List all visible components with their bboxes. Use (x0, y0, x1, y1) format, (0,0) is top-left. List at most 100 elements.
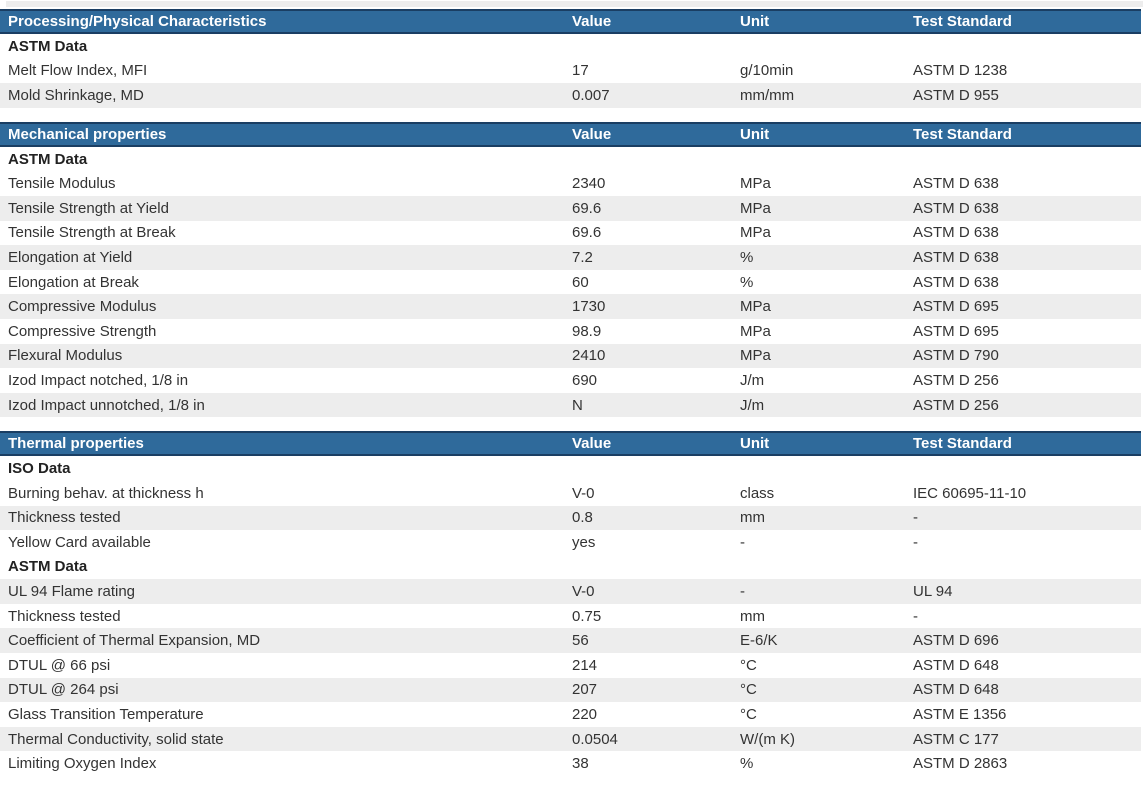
value-cell: 0.007 (564, 83, 732, 108)
table-row: DTUL @ 66 psi 214 °C ASTM D 648 (0, 653, 1141, 678)
column-header-value: Value (564, 9, 732, 34)
unit-cell: J/m (740, 371, 765, 389)
test-standard-cell: ASTM D 790 (905, 343, 1141, 369)
value-cell: 0.0504 (564, 726, 732, 752)
property-cell: Mold Shrinkage, MD (0, 83, 564, 108)
test-standard-cell: ASTM D 638 (905, 195, 1141, 221)
property-cell: Izod Impact notched, 1/8 in (8, 371, 189, 389)
column-header-unit: Unit (732, 121, 905, 147)
unit-cell: °C (732, 677, 905, 703)
unit-cell: MPa (740, 322, 771, 340)
property-cell: Elongation at Yield (0, 245, 564, 270)
table-row: Elongation at Yield 7.2% ASTM D 638 (0, 245, 1141, 270)
unit-cell: - (732, 579, 905, 604)
test-standard-cell: ASTM D 695 (913, 322, 999, 340)
column-header-value: Value (564, 431, 732, 457)
table-row: Tensile Strength at Yield 69.6 MPa ASTM D 6… (0, 195, 1141, 221)
unit-cell: % (740, 273, 754, 291)
property-cell: Tensile Strength at Yield (0, 195, 564, 221)
test-standard-cell: ASTM D 638 (913, 224, 999, 242)
value-cell: 98.9 (572, 322, 602, 340)
value-cell: 220 (572, 706, 598, 724)
table-row: Izod Impact unnotched, 1/8 in N J/m ASTM D … (0, 392, 1141, 418)
unit-cell: class (740, 484, 775, 502)
unit-cell: mm/mm (732, 83, 905, 108)
section-title: Mechanical properties (0, 121, 564, 147)
value-cell: 17 (572, 62, 589, 80)
value-cell: N (564, 392, 732, 418)
top-partial-row-strip (6, 1, 1143, 7)
test-standard-cell: ASTM D 638 (905, 245, 1141, 270)
value-cell: 56 (564, 628, 732, 654)
table-row: DTUL @ 264 psi 207 °C ASTM D 648 (0, 677, 1141, 703)
table-row: Yellow Card available yes - - (0, 530, 1141, 555)
subheader-label: ISO Data (8, 460, 71, 478)
column-header-value: Value (564, 121, 732, 147)
table-row: Limiting Oxygen Index 38% ASTM D 2863 (0, 751, 1141, 776)
column-header-test-standard: Test Standard (905, 121, 1141, 147)
property-cell: Melt Flow Index, MFI (8, 62, 148, 80)
unit-cell: MPa (740, 175, 771, 193)
unit-cell: g/10min (740, 62, 794, 80)
table-row: Elongation at Break 60% ASTM D 638 (0, 270, 1141, 295)
property-cell: Burning behav. at thickness h (8, 484, 204, 502)
value-cell: yes (572, 533, 596, 551)
unit-cell: E-6/K (732, 628, 905, 654)
test-standard-cell: - (905, 505, 1141, 531)
value-cell: 690 (572, 371, 598, 389)
test-standard-cell: ASTM E 1356 (913, 706, 1007, 724)
unit-cell: mm (732, 505, 905, 531)
test-standard-cell: ASTM D 256 (905, 392, 1141, 418)
property-cell: Coefficient of Thermal Expansion, MD (0, 628, 564, 654)
subheader-row: ASTM Data (0, 146, 1141, 172)
section-title: Thermal properties (0, 431, 564, 457)
section-table: Processing/Physical Characteristics Value… (0, 9, 1141, 108)
value-cell: 60 (572, 273, 589, 291)
value-cell: V-0 (572, 484, 595, 502)
column-header-unit: Unit (732, 431, 905, 457)
table-row: Flexural Modulus 2410 MPa ASTM D 790 (0, 343, 1141, 369)
value-cell: 38 (572, 755, 589, 773)
test-standard-cell: ASTM D 695 (905, 294, 1141, 319)
property-tables-container: Processing/Physical Characteristics Value… (0, 9, 1146, 776)
test-standard-cell: IEC 60695-11-10 (913, 484, 1027, 502)
value-cell: 7.2 (564, 245, 732, 270)
property-cell: Tensile Modulus (8, 175, 116, 193)
unit-cell: °C (740, 656, 757, 674)
test-standard-cell: ASTM D 648 (905, 677, 1141, 703)
table-row: Burning behav. at thickness h V-0 class IEC… (0, 481, 1141, 506)
property-cell: Compressive Modulus (0, 294, 564, 319)
property-cell: Glass Transition Temperature (8, 706, 204, 724)
unit-cell: °C (740, 706, 757, 724)
section-table: Mechanical properties Value Unit Test Stand… (0, 121, 1141, 418)
test-standard-cell: ASTM D 256 (913, 371, 999, 389)
material-datasheet-page: Processing/Physical Characteristics Value… (0, 1, 1146, 776)
property-cell: Yellow Card available (8, 533, 151, 551)
test-standard-cell: ASTM D 638 (913, 175, 999, 193)
property-cell: UL 94 Flame rating (0, 579, 564, 604)
value-cell: 69.6 (564, 195, 732, 221)
property-cell: Thickness tested (0, 505, 564, 531)
table-row: Coefficient of Thermal Expansion, MD 56 E-… (0, 628, 1141, 654)
unit-cell: J/m (732, 392, 905, 418)
unit-cell: MPa (732, 294, 905, 319)
test-standard-cell: ASTM D 648 (913, 656, 999, 674)
subheader-label: ASTM Data (8, 150, 88, 168)
property-cell: Thickness tested (8, 607, 121, 625)
value-cell: 207 (564, 677, 732, 703)
table-row: Mold Shrinkage, MD 0.007 mm/mm ASTM D 955 (0, 83, 1141, 108)
value-cell: 214 (572, 656, 598, 674)
test-standard-cell: ASTM D 955 (905, 83, 1141, 108)
column-header-unit: Unit (732, 9, 905, 34)
property-cell: DTUL @ 264 psi (0, 677, 564, 703)
table-row: Tensile Modulus 2340 MPa ASTM D 638 (0, 171, 1141, 196)
property-cell: Compressive Strength (8, 322, 157, 340)
property-cell: DTUL @ 66 psi (8, 656, 111, 674)
property-cell: Flexural Modulus (0, 343, 564, 369)
property-cell: Thermal Conductivity, solid state (0, 726, 564, 752)
subheader-label: ASTM Data (8, 558, 88, 576)
test-standard-cell: ASTM C 177 (905, 726, 1141, 752)
unit-cell: % (732, 245, 905, 270)
table-row: Melt Flow Index, MFI 17 g/10min ASTM D 1238 (0, 59, 1141, 84)
table-row: Izod Impact notched, 1/8 in 690 J/m ASTM D … (0, 368, 1141, 393)
